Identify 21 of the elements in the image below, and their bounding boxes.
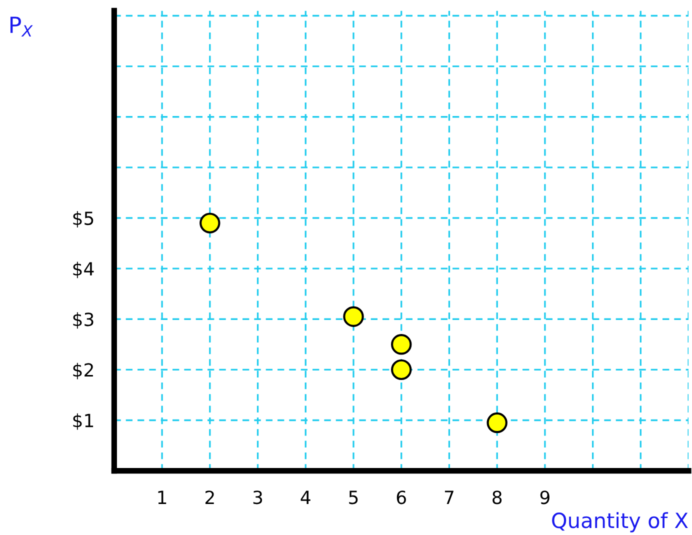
y-tick-label: $2 (73, 362, 93, 380)
x-tick-label: 6 (396, 490, 406, 504)
y-tick-label: $1 (73, 413, 94, 430)
x-tick-label: 1 (158, 490, 166, 504)
point (391, 359, 412, 380)
point (391, 334, 412, 355)
y-tick-label: $3 (73, 312, 94, 329)
x-tick-label: 3 (253, 490, 262, 504)
point (343, 306, 364, 327)
x-tick-label: 9 (540, 490, 550, 504)
y-tick-label: $4 (73, 262, 94, 278)
y-tick-label: $5 (73, 211, 94, 228)
x-tick-label: 4 (300, 490, 310, 504)
x-tick-label: 7 (444, 490, 454, 504)
x-tick-label: 8 (492, 490, 502, 504)
point (486, 412, 508, 434)
x-axis-title: Quantity of X (552, 512, 688, 532)
x-tick-label: 2 (205, 490, 214, 504)
x-tick-label: 5 (349, 490, 358, 504)
point (200, 212, 220, 234)
y-axis-title: P$_{X}$ (10, 16, 33, 37)
